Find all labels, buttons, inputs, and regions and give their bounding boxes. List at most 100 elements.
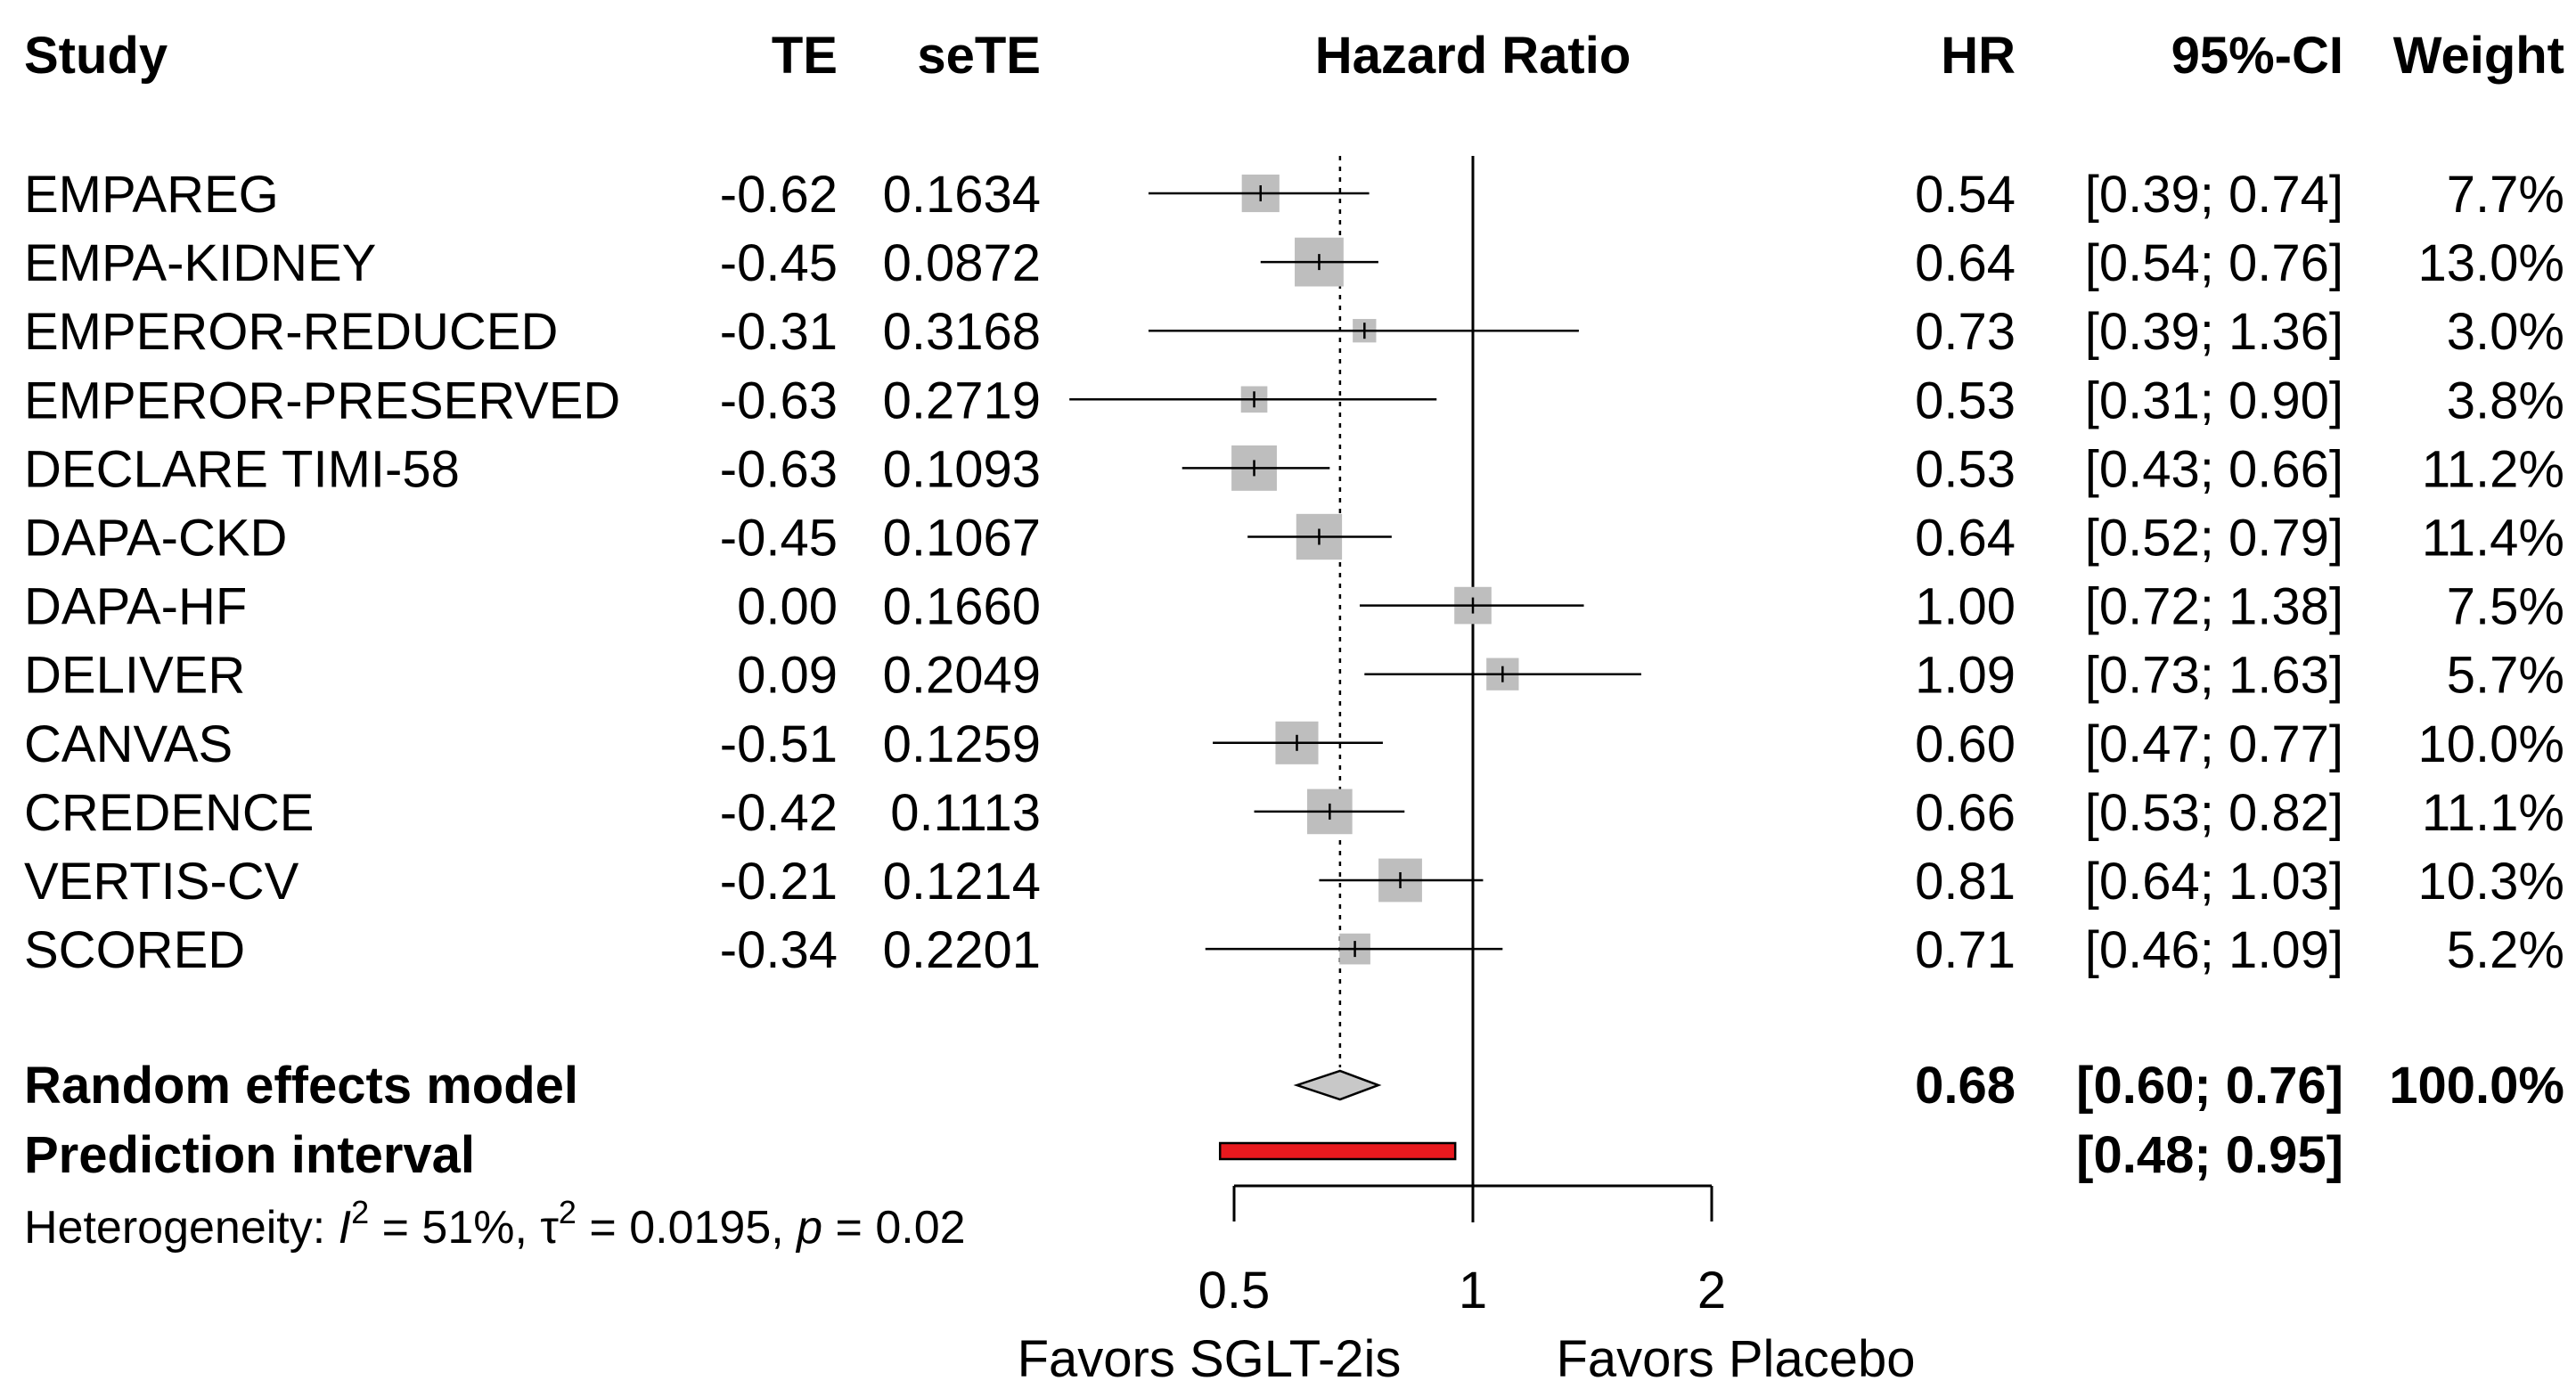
study-name: SCORED	[24, 921, 245, 979]
study-sete: 0.1259	[883, 715, 1041, 773]
study-hr: 0.60	[1915, 715, 2016, 773]
study-name: EMPEROR-PRESERVED	[24, 372, 620, 429]
favors-right-label: Favors Placebo	[1557, 1330, 1916, 1388]
x-axis-tick-label: 1	[1459, 1262, 1487, 1319]
study-sete: 0.2201	[883, 921, 1041, 979]
study-hr: 0.64	[1915, 234, 2016, 292]
heterogeneity-p-symbol: p	[795, 1202, 822, 1254]
study-hr: 0.64	[1915, 510, 2016, 568]
heterogeneity-text: Heterogeneity: I2 = 51%, τ2 = 0.0195, p …	[24, 1194, 966, 1254]
random-effects-label: Random effects model	[24, 1057, 578, 1115]
study-hr: 0.54	[1915, 166, 2016, 224]
study-name: EMPA-KIDNEY	[24, 234, 376, 292]
header-sete: seTE	[917, 27, 1041, 85]
study-sete: 0.1067	[883, 510, 1041, 568]
random-effects-weight: 100.0%	[2389, 1057, 2564, 1115]
study-name: CREDENCE	[24, 784, 315, 842]
study-hr: 0.73	[1915, 303, 2016, 361]
header-te: TE	[772, 27, 838, 85]
study-weight: 3.0%	[2447, 303, 2564, 361]
study-te: -0.62	[720, 166, 838, 224]
study-hr: 0.81	[1915, 853, 2016, 911]
study-ci: [0.47; 0.77]	[2085, 715, 2343, 773]
study-sete: 0.1660	[883, 578, 1041, 636]
study-sete: 0.1113	[890, 784, 1041, 842]
study-hr: 0.53	[1915, 372, 2016, 429]
study-te: -0.63	[720, 372, 838, 429]
study-te: 0.09	[737, 647, 838, 705]
random-effects-ci: [0.60; 0.76]	[2076, 1057, 2343, 1115]
study-sete: 0.2719	[883, 372, 1041, 429]
study-weight: 10.0%	[2418, 715, 2564, 773]
study-hr: 1.00	[1915, 578, 2016, 636]
study-name: DECLARE TIMI-58	[24, 440, 460, 498]
prediction-interval-bar	[1218, 1141, 1457, 1161]
study-weight: 3.8%	[2447, 372, 2564, 429]
study-rows: EMPAREG -0.62 0.1634 0.54 [0.39; 0.74] 7.7% EM…	[24, 166, 2564, 979]
heterogeneity-tau2-value: = 0.0195,	[577, 1202, 797, 1254]
x-axis: 0.5 1 2	[1198, 1184, 1726, 1319]
study-sete: 0.1634	[883, 166, 1041, 224]
study-sete: 0.0872	[883, 234, 1041, 292]
study-weight: 11.2%	[2422, 440, 2564, 498]
prediction-interval-label: Prediction interval	[24, 1126, 475, 1184]
heterogeneity-tau2-symbol: τ	[540, 1202, 559, 1254]
study-hr: 0.71	[1915, 921, 2016, 979]
study-weight: 5.7%	[2447, 647, 2564, 705]
heterogeneity-prefix: Heterogeneity:	[24, 1202, 339, 1254]
study-hr: 0.53	[1915, 440, 2016, 498]
study-weight: 13.0%	[2418, 234, 2564, 292]
study-weight: 5.2%	[2447, 921, 2564, 979]
study-ci: [0.52; 0.79]	[2085, 510, 2343, 568]
study-ci: [0.54; 0.76]	[2085, 234, 2343, 292]
heterogeneity-p-value: = 0.02	[822, 1202, 965, 1254]
header-weight: Weight	[2393, 27, 2564, 85]
study-sete: 0.3168	[883, 303, 1041, 361]
study-sete: 0.1214	[883, 853, 1041, 911]
study-te: -0.31	[720, 303, 838, 361]
heterogeneity-i2-symbol: I	[339, 1202, 351, 1254]
study-weight: 7.5%	[2447, 578, 2564, 636]
study-weight: 11.1%	[2422, 784, 2564, 842]
study-ci: [0.39; 1.36]	[2085, 303, 2343, 361]
study-ci: [0.64; 1.03]	[2085, 853, 2343, 911]
study-hr: 0.66	[1915, 784, 2016, 842]
study-ci: [0.73; 1.63]	[2085, 647, 2343, 705]
header-hr: HR	[1941, 27, 2016, 85]
study-weight: 10.3%	[2418, 853, 2564, 911]
study-hr: 1.09	[1915, 647, 2016, 705]
study-name: EMPEROR-REDUCED	[24, 303, 558, 361]
header-hazard-ratio: Hazard Ratio	[1315, 27, 1631, 85]
study-ci: [0.53; 0.82]	[2085, 784, 2343, 842]
prediction-interval-ci: [0.48; 0.95]	[2076, 1126, 2343, 1184]
study-name: DAPA-CKD	[24, 510, 287, 568]
heterogeneity-tau2-superscript: 2	[559, 1194, 577, 1230]
pooled-diamond	[1293, 1069, 1382, 1101]
study-te: -0.51	[720, 715, 838, 773]
heterogeneity-i2-superscript: 2	[351, 1194, 369, 1230]
study-name: CANVAS	[24, 715, 233, 773]
study-te: -0.45	[720, 234, 838, 292]
header-study: Study	[24, 27, 168, 85]
random-effects-hr: 0.68	[1915, 1057, 2016, 1115]
study-ci: [0.72; 1.38]	[2085, 578, 2343, 636]
study-te: -0.34	[720, 921, 838, 979]
study-name: EMPAREG	[24, 166, 279, 224]
study-ci: [0.39; 0.74]	[2085, 166, 2343, 224]
x-axis-tick-label: 0.5	[1198, 1262, 1271, 1319]
study-sete: 0.2049	[883, 647, 1041, 705]
plot-marks	[1069, 156, 1641, 1222]
study-ci: [0.46; 1.09]	[2085, 921, 2343, 979]
heterogeneity-i2-value: = 51%,	[369, 1202, 540, 1254]
study-name: VERTIS-CV	[24, 853, 299, 911]
study-te: -0.63	[720, 440, 838, 498]
favors-left-label: Favors SGLT-2is	[1018, 1330, 1402, 1388]
study-ci: [0.31; 0.90]	[2085, 372, 2343, 429]
study-name: DELIVER	[24, 647, 245, 705]
study-name: DAPA-HF	[24, 578, 247, 636]
study-te: -0.42	[720, 784, 838, 842]
study-weight: 7.7%	[2447, 166, 2564, 224]
x-axis-tick-label: 2	[1697, 1262, 1726, 1319]
header-ci: 95%-CI	[2171, 27, 2343, 85]
